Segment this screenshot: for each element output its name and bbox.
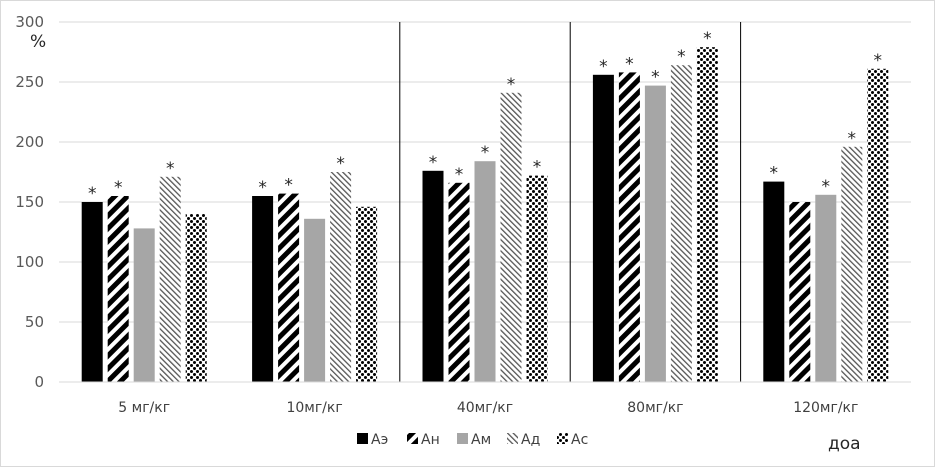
bar xyxy=(133,228,155,382)
bar xyxy=(448,182,470,382)
legend-label: Аэ xyxy=(371,432,388,448)
significance-marker: * xyxy=(651,68,660,88)
legend-swatch xyxy=(557,433,568,444)
significance-marker: * xyxy=(88,184,97,204)
significance-marker: * xyxy=(770,164,779,184)
significance-markers: * * * * * * * * * * * * * * * * * * * * xyxy=(88,29,882,204)
group-separators xyxy=(399,22,742,382)
significance-marker: * xyxy=(625,54,634,74)
bar xyxy=(81,202,103,382)
significance-marker: * xyxy=(258,178,267,198)
bar xyxy=(841,146,863,382)
significance-marker: * xyxy=(336,154,345,174)
significance-marker: * xyxy=(677,47,686,67)
significance-marker: * xyxy=(822,177,831,197)
bar xyxy=(304,218,326,382)
bars xyxy=(81,47,889,383)
significance-marker: * xyxy=(703,29,712,49)
legend-label: Ас xyxy=(571,432,588,448)
significance-marker: * xyxy=(848,129,857,149)
y-tick-label: 200 xyxy=(15,133,44,151)
legend-swatch xyxy=(507,433,518,444)
legend-swatch xyxy=(407,433,418,444)
bar xyxy=(159,176,181,382)
y-axis-unit-label: % xyxy=(30,32,46,52)
legend-swatch xyxy=(457,433,468,444)
bar xyxy=(526,175,548,382)
y-tick-label: 300 xyxy=(15,13,44,31)
bar xyxy=(592,74,614,383)
legend-swatch xyxy=(357,433,368,444)
significance-marker: * xyxy=(507,75,516,95)
x-axis-title: доа xyxy=(828,434,861,454)
bar xyxy=(185,214,207,382)
significance-marker: * xyxy=(874,51,883,71)
x-tick-label: 40мг/кг xyxy=(457,400,513,416)
axes: 0 50 100 150 200 250 300 5 мг/кг 10мг/кг 40мг/кг 8… xyxy=(15,13,911,416)
significance-marker: * xyxy=(429,153,438,173)
legend-label: Ам xyxy=(471,432,491,448)
bar xyxy=(500,92,522,383)
bar xyxy=(422,170,444,382)
bar xyxy=(815,194,837,382)
bar xyxy=(867,68,889,383)
significance-marker: * xyxy=(284,176,293,196)
y-tick-label: 0 xyxy=(34,373,44,391)
y-tick-label: 250 xyxy=(15,73,44,91)
legend-label: Ан xyxy=(421,432,440,448)
bar xyxy=(618,72,640,383)
x-tick-label: 120мг/кг xyxy=(793,400,858,416)
x-tick-label: 5 мг/кг xyxy=(118,400,170,416)
bar xyxy=(670,65,692,382)
bar xyxy=(278,193,300,382)
bar xyxy=(330,172,352,382)
significance-marker: * xyxy=(481,143,490,163)
legend-label: Ад xyxy=(521,432,540,448)
significance-marker: * xyxy=(533,158,542,178)
significance-marker: * xyxy=(114,178,123,198)
bar xyxy=(252,196,274,382)
bar xyxy=(356,206,378,382)
bar xyxy=(696,47,718,382)
significance-marker: * xyxy=(455,165,464,185)
significance-marker: * xyxy=(599,57,608,77)
bar xyxy=(789,202,811,382)
bar xyxy=(763,181,785,382)
bar xyxy=(107,196,129,382)
legend: Аэ Ан Ам Ад Ас xyxy=(357,432,588,448)
significance-marker: * xyxy=(166,159,175,179)
x-tick-label: 10мг/кг xyxy=(286,400,342,416)
y-tick-label: 150 xyxy=(15,193,44,211)
x-tick-label: 80мг/кг xyxy=(627,400,683,416)
bar xyxy=(474,161,496,382)
y-tick-label: 100 xyxy=(15,253,44,271)
bar xyxy=(644,85,666,382)
y-tick-label: 50 xyxy=(25,313,44,331)
